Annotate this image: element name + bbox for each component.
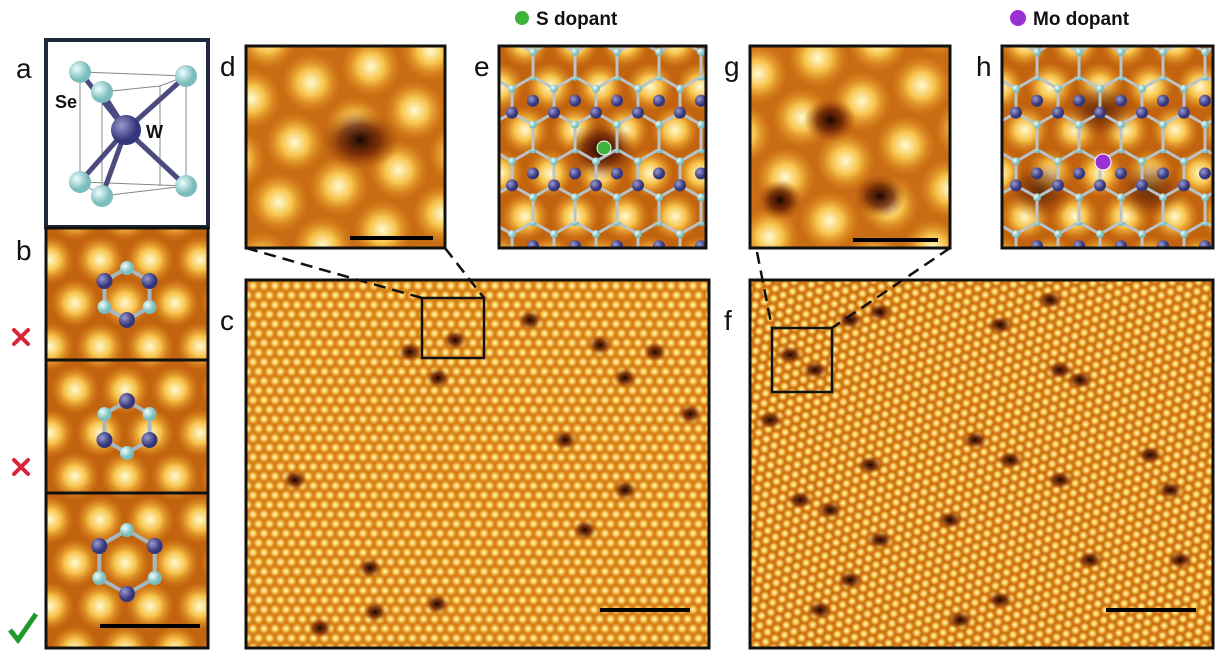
atom bbox=[119, 586, 135, 602]
panel-label: c bbox=[220, 305, 234, 336]
defect bbox=[613, 480, 637, 500]
legend-marker bbox=[515, 11, 529, 25]
defect bbox=[947, 611, 973, 629]
panel-d bbox=[244, 44, 447, 250]
defect bbox=[363, 602, 387, 622]
panel-label: b bbox=[16, 235, 32, 266]
panel-label: d bbox=[220, 51, 236, 82]
defect bbox=[678, 404, 702, 424]
panel-f bbox=[748, 278, 1215, 650]
atom-label: Se bbox=[55, 92, 77, 112]
atom bbox=[120, 261, 134, 275]
panel-label: f bbox=[724, 305, 732, 336]
defect bbox=[1157, 481, 1183, 499]
panel-e bbox=[497, 44, 708, 250]
check-icon bbox=[8, 612, 39, 645]
defect bbox=[426, 368, 450, 388]
defect bbox=[588, 335, 612, 355]
defect bbox=[1137, 446, 1163, 464]
defect bbox=[1047, 471, 1073, 489]
legend-label: S dopant bbox=[536, 9, 618, 30]
panel-label: e bbox=[474, 51, 490, 82]
defect bbox=[997, 451, 1023, 469]
atom bbox=[146, 538, 163, 554]
defect bbox=[1077, 551, 1103, 569]
defect bbox=[613, 368, 637, 388]
defect bbox=[1037, 291, 1063, 309]
cross-icon bbox=[12, 328, 30, 476]
defect bbox=[807, 601, 833, 619]
atom bbox=[97, 407, 112, 421]
atom-label: W bbox=[146, 122, 163, 142]
defect bbox=[837, 311, 863, 329]
defect bbox=[857, 456, 883, 474]
defect bbox=[962, 431, 988, 449]
atom bbox=[141, 432, 158, 448]
atom bbox=[119, 393, 135, 409]
atom bbox=[120, 523, 134, 537]
defect bbox=[308, 618, 332, 638]
panel-g bbox=[748, 44, 952, 250]
atoms bbox=[69, 61, 197, 207]
defect bbox=[777, 346, 803, 364]
defect bbox=[802, 361, 828, 379]
defect bbox=[518, 310, 542, 330]
atom bbox=[142, 300, 157, 314]
atom bbox=[96, 432, 113, 448]
defect bbox=[867, 303, 893, 321]
defect bbox=[398, 342, 422, 362]
defect bbox=[573, 520, 597, 540]
panel-label: g bbox=[724, 51, 740, 82]
defect bbox=[867, 531, 893, 549]
legend-marker bbox=[1010, 10, 1026, 26]
defect bbox=[553, 430, 577, 450]
panel-label: a bbox=[16, 53, 32, 84]
atom bbox=[142, 407, 157, 421]
panel-b bbox=[44, 226, 210, 650]
defect bbox=[358, 558, 382, 578]
legend-label: Mo dopant bbox=[1033, 9, 1130, 30]
defect bbox=[837, 571, 863, 589]
atom bbox=[119, 312, 135, 328]
defect bbox=[757, 411, 783, 429]
defect bbox=[1067, 371, 1093, 389]
defect bbox=[283, 470, 307, 490]
defect bbox=[1047, 361, 1073, 379]
defect bbox=[1167, 551, 1193, 569]
atom bbox=[120, 446, 134, 460]
defect bbox=[937, 511, 963, 529]
atom bbox=[141, 273, 158, 289]
defect bbox=[443, 330, 467, 350]
zoom-lines bbox=[245, 246, 951, 330]
defect bbox=[425, 594, 449, 614]
panel-c bbox=[244, 278, 711, 650]
panel-label: h bbox=[976, 51, 992, 82]
defect bbox=[987, 591, 1013, 609]
atom bbox=[92, 571, 107, 585]
atom bbox=[91, 538, 108, 554]
atom bbox=[96, 273, 113, 289]
atom bbox=[97, 300, 112, 314]
defect bbox=[787, 491, 813, 509]
defect bbox=[643, 342, 667, 362]
panel-h bbox=[1000, 44, 1215, 250]
defect bbox=[987, 316, 1013, 334]
atom bbox=[147, 571, 162, 585]
defect bbox=[817, 501, 843, 519]
